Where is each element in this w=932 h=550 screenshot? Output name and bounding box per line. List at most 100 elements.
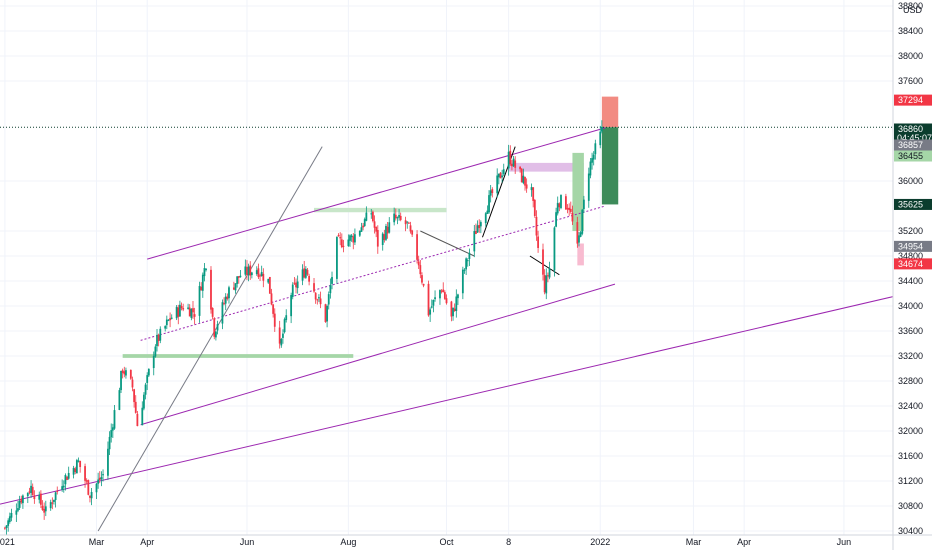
risk-zone: [601, 96, 619, 128]
candle-down: [51, 502, 54, 504]
stop-badge: [894, 198, 932, 210]
candle-down: [87, 480, 90, 495]
candle-down: [399, 215, 402, 220]
candle-up: [159, 328, 162, 341]
resistance-zone-mid: [314, 207, 447, 213]
candle-up: [170, 317, 173, 319]
candle-down: [427, 283, 430, 316]
candle-down: [450, 301, 453, 317]
support-zone-low: [122, 354, 354, 358]
candle-down: [210, 269, 212, 310]
candle-down: [226, 296, 229, 299]
candle-down: [542, 249, 544, 275]
x-tick-label: Mar: [686, 537, 702, 547]
candle-down: [453, 308, 456, 311]
candle-up: [329, 285, 332, 294]
candle-up: [579, 232, 582, 237]
x-tick-label: 8: [506, 537, 511, 547]
price-axis[interactable]: 30400 30800 31200 31600 32000 32400 32800 33200…: [892, 0, 923, 550]
candle-down: [157, 334, 160, 342]
candle-up: [255, 270, 258, 275]
candle-up: [304, 268, 307, 278]
candle-up: [406, 221, 409, 223]
candle-up: [461, 269, 464, 294]
candle-down: [394, 214, 397, 219]
candle-up: [301, 269, 304, 281]
candle-up: [152, 355, 155, 369]
candle-down: [407, 222, 410, 224]
candle-down: [386, 226, 389, 234]
candles: [4, 120, 603, 535]
candle-up: [283, 319, 286, 333]
candle-down: [308, 275, 311, 282]
y-tick-label: 35200: [898, 226, 923, 236]
candle-down: [306, 269, 309, 275]
candle-up: [120, 370, 122, 391]
candle-up: [236, 276, 239, 284]
candle-up: [282, 333, 284, 338]
last-price-countdown: 04:45:07: [897, 133, 932, 143]
candle-up: [7, 520, 10, 526]
candle-up: [463, 269, 466, 271]
candle-up: [290, 295, 293, 317]
candle-up: [350, 235, 353, 238]
candle-up: [190, 308, 193, 318]
candle-down: [98, 477, 101, 481]
candle-down: [192, 308, 194, 313]
candle-up: [429, 309, 432, 315]
candle-up: [360, 227, 363, 232]
candle-up: [164, 326, 167, 329]
price-badges: 3686004:45:07372943685736455356253495434…: [894, 94, 932, 270]
candle-up: [473, 231, 476, 252]
candle-up: [285, 315, 288, 320]
previous-close-badge: [894, 139, 932, 151]
candle-up: [125, 370, 127, 376]
candle-up: [581, 209, 584, 234]
candle-down: [375, 227, 378, 232]
candle-up: [201, 274, 204, 291]
candle-up: [327, 294, 330, 305]
candle-up: [179, 304, 181, 317]
candle-up: [512, 158, 515, 167]
x-tick-label: Mar: [89, 537, 105, 547]
currency-label: USD: [903, 5, 923, 15]
level-b-badge: [894, 258, 932, 270]
candle-down: [188, 307, 191, 317]
candle-down: [362, 225, 364, 228]
time-axis[interactable]: 2021 Mar Apr Jun Aug Oct 8 2022 Mar Apr Jun: [0, 534, 932, 547]
candle-up: [167, 319, 170, 321]
candle-up: [599, 131, 602, 146]
candle-up: [484, 213, 487, 224]
candle-up: [64, 475, 67, 485]
candle-down: [443, 292, 446, 299]
candle-up: [296, 281, 299, 289]
candle-up: [205, 268, 207, 270]
candle-up: [146, 375, 149, 383]
candle-down: [39, 493, 42, 505]
candle-up: [260, 272, 263, 277]
candle-down: [533, 199, 536, 216]
candle-down: [33, 495, 36, 500]
candle-up: [497, 173, 500, 178]
candle-down: [409, 225, 412, 232]
candle-down: [278, 327, 281, 344]
candle-up: [30, 485, 32, 493]
candle-up: [143, 394, 145, 409]
candle-up: [8, 516, 11, 522]
candle-up: [203, 268, 206, 277]
candle-up: [49, 502, 52, 509]
y-tick-label: 31600: [898, 451, 923, 461]
candle-up: [244, 266, 247, 275]
candle-up: [396, 217, 399, 219]
candle-down: [85, 480, 88, 482]
candle-up: [496, 175, 499, 194]
candle-down: [121, 370, 124, 373]
candle-up: [118, 390, 121, 410]
candle-down: [257, 268, 260, 278]
stop-zone-left: [577, 243, 584, 266]
y-tick-label: 30400: [898, 526, 923, 536]
drawings: [0, 126, 894, 532]
candle-up: [102, 474, 104, 476]
candle-up: [556, 202, 559, 214]
